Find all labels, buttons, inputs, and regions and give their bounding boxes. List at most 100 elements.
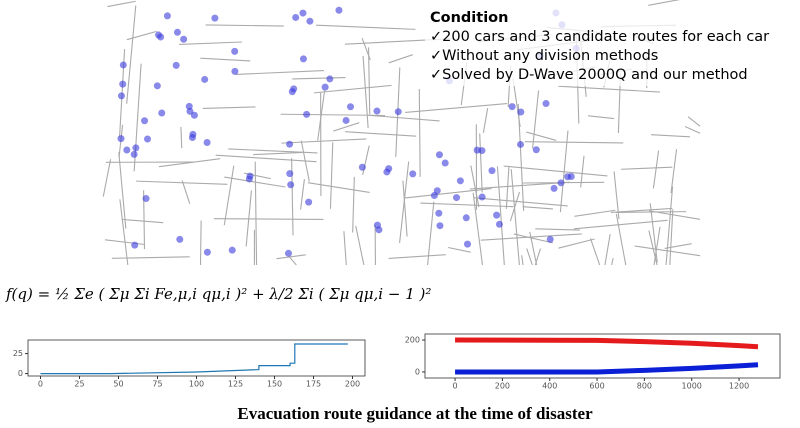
road [202,106,256,109]
car [163,12,171,20]
road [276,254,306,260]
car [342,116,350,124]
car [131,241,139,249]
road [102,159,112,197]
car [132,144,140,152]
x-tick-label: 1200 [729,382,749,391]
road [469,181,570,190]
x-tick-label: 200 [495,382,510,391]
road [687,116,701,127]
condition-item: ✓200 cars and 3 candidate routes for eac… [430,29,769,45]
road [388,254,446,259]
series-line [40,343,348,375]
road [361,37,371,61]
x-tick-label: 75 [152,380,162,389]
car [542,100,550,108]
road [291,158,294,236]
car [557,179,565,187]
car [287,181,295,189]
road [200,57,251,62]
road [611,258,614,266]
car [117,135,125,143]
road [126,5,137,104]
car [456,177,464,185]
road [621,166,673,170]
car [493,211,501,219]
car [326,75,334,83]
road [604,234,611,266]
car [286,140,294,148]
road [558,85,660,93]
x-tick-label: 150 [267,380,282,389]
car [478,147,486,155]
car [119,61,127,69]
x-tick-label: 800 [637,382,652,391]
road [652,150,660,189]
road [300,179,305,210]
road [253,151,303,156]
car [464,240,472,248]
car [303,110,311,118]
car [306,17,314,25]
road [503,165,608,177]
car [141,117,149,125]
car [117,92,125,100]
car [478,193,486,201]
car [385,165,393,173]
road [651,134,691,138]
road [136,180,228,185]
road [362,55,369,128]
road [448,246,471,253]
car [441,159,449,167]
car [292,13,300,21]
road [343,231,347,266]
road [405,103,508,114]
car [373,221,381,229]
x-tick-label: 25 [74,380,84,389]
road [510,169,520,266]
y-tick-label: 0 [415,367,420,376]
car [186,107,194,115]
car [189,130,197,138]
road [521,255,524,266]
car [142,195,150,203]
road [333,122,360,132]
car [246,172,254,180]
road [329,142,334,209]
car [550,184,558,192]
road [213,218,324,221]
car [532,146,540,154]
y-tick-label: 0 [18,369,23,378]
road [669,209,674,266]
car [201,75,209,83]
car [335,6,343,14]
road [292,77,346,80]
car [508,103,516,111]
road [388,54,413,64]
road [526,131,557,141]
car [123,146,131,154]
road [482,108,489,133]
road [496,166,505,266]
road [288,255,297,266]
car [288,88,296,96]
car [346,103,354,111]
road [224,176,286,188]
road [281,138,367,144]
road [613,171,620,220]
road [589,238,601,266]
road [513,233,553,244]
road [352,176,355,233]
road [254,161,258,266]
x-tick-label: 50 [113,380,123,389]
road [307,182,370,193]
x-tick-label: 175 [306,380,321,389]
car [211,14,219,22]
road [532,90,540,149]
road [670,149,678,194]
road [199,220,202,266]
series-line [455,337,759,350]
car [373,107,381,115]
road [529,231,538,266]
road [524,141,624,144]
